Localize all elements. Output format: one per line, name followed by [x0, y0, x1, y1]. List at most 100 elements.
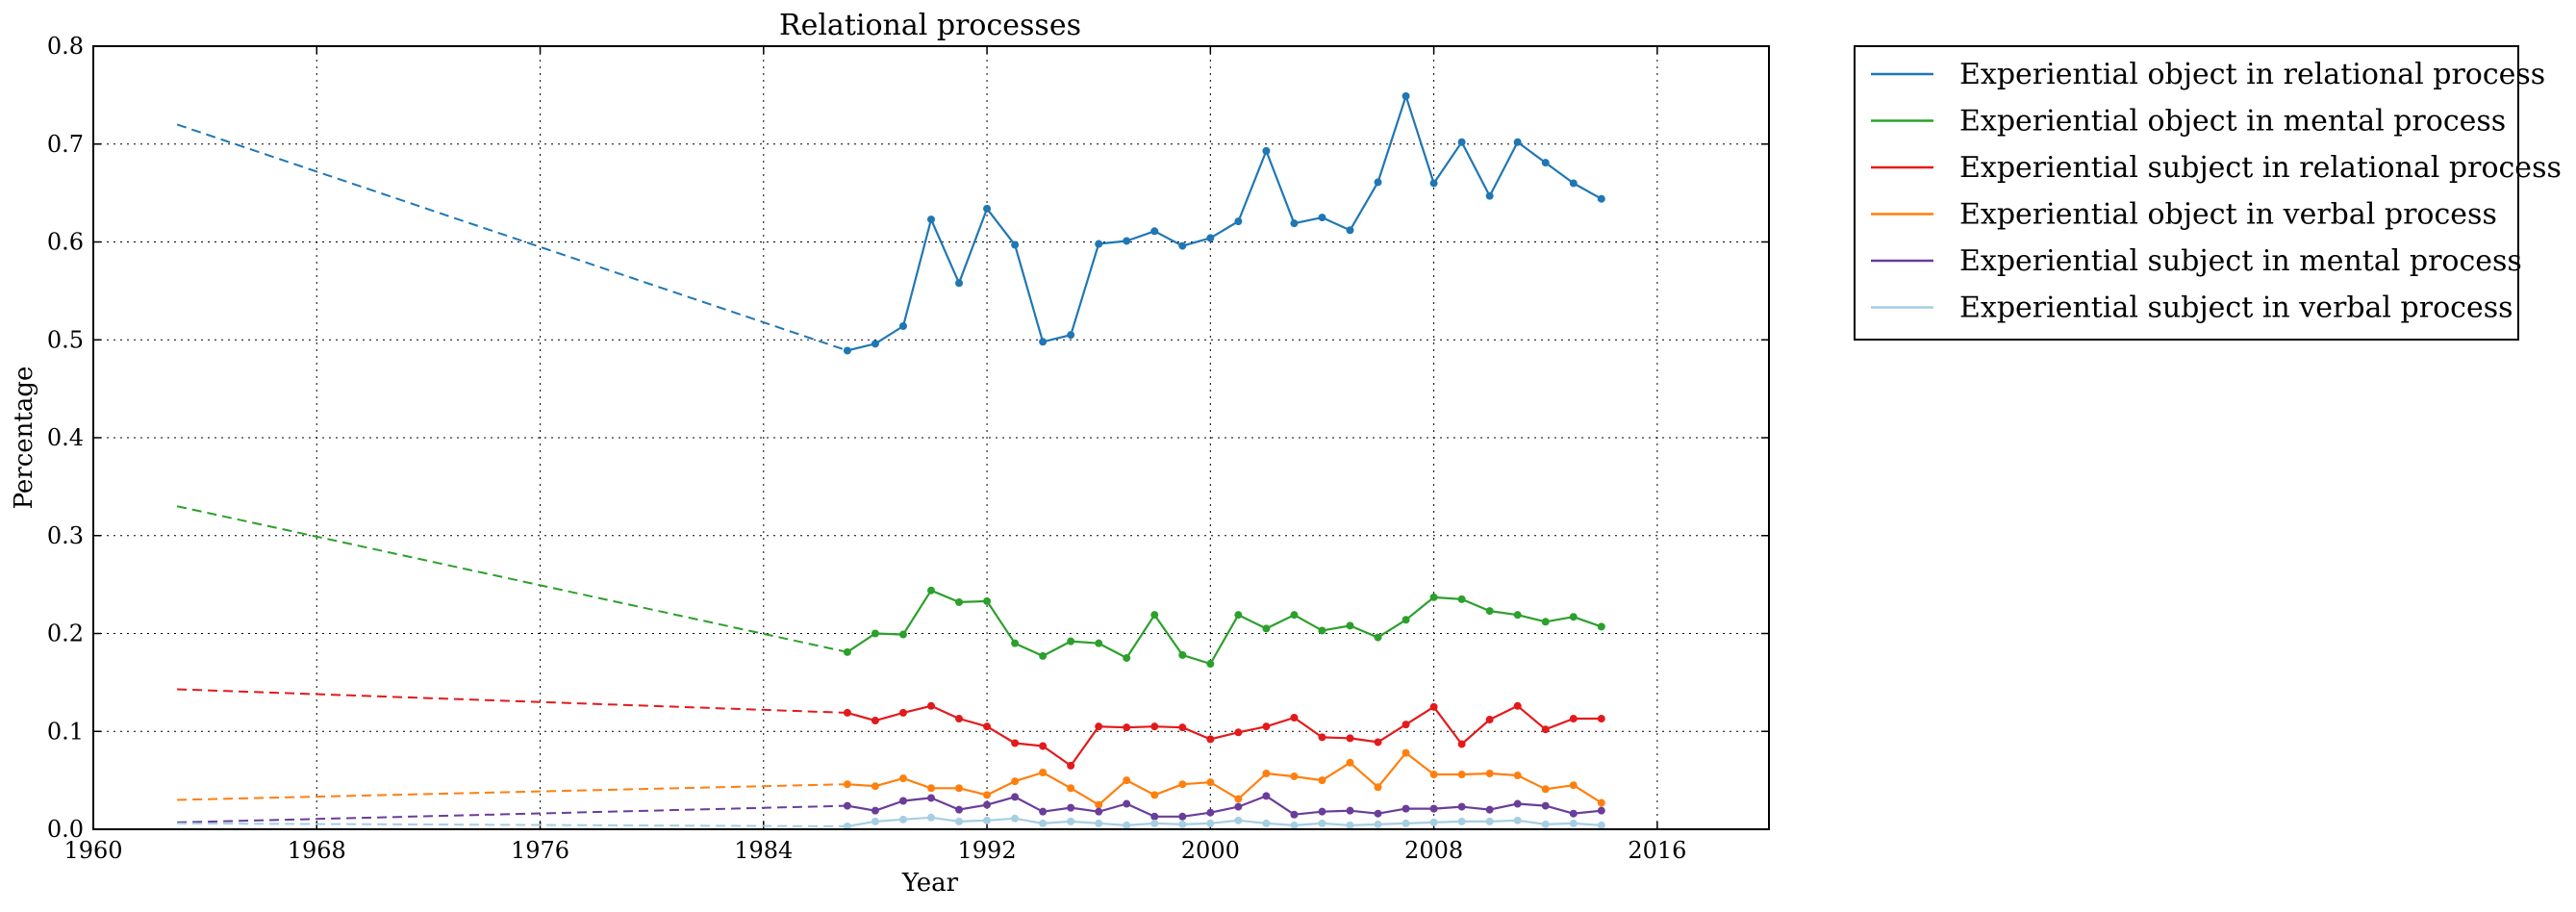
data-point [1346, 806, 1354, 815]
y-tick-label: 0.5 [47, 326, 84, 353]
y-tick-label: 0.8 [47, 33, 84, 60]
data-point [1290, 714, 1299, 722]
series-group [177, 688, 1605, 770]
data-point [1234, 728, 1243, 737]
y-tick-label: 0.7 [47, 131, 84, 158]
data-point [1262, 624, 1271, 633]
data-point [1039, 742, 1048, 750]
series-group [176, 505, 1605, 669]
legend-item: Experiential object in relational proces… [1871, 58, 2545, 91]
y-tick-label: 0.0 [47, 816, 84, 843]
data-point [871, 817, 879, 825]
data-point [1290, 810, 1299, 819]
data-point [1095, 800, 1103, 809]
data-point [1039, 768, 1048, 776]
data-point [955, 805, 964, 814]
data-point [1457, 138, 1466, 146]
data-point [1541, 785, 1550, 794]
data-point [1402, 748, 1410, 757]
data-point [1597, 715, 1605, 723]
data-point [1206, 660, 1215, 669]
data-point [1374, 633, 1382, 642]
data-point [1095, 639, 1103, 647]
data-point [955, 817, 964, 825]
data-point [898, 630, 907, 639]
data-point [1318, 626, 1326, 635]
data-point [1569, 179, 1578, 188]
data-point [898, 797, 907, 805]
series-trend-line [177, 688, 847, 714]
series-trend-line [176, 123, 848, 352]
data-point [1011, 739, 1020, 747]
data-point [955, 784, 964, 793]
data-point [1039, 807, 1048, 816]
data-point [1402, 91, 1410, 100]
data-point [1374, 783, 1382, 792]
data-point [1290, 821, 1299, 829]
data-point [1011, 241, 1020, 249]
data-point [898, 708, 907, 717]
x-tick-label: 2016 [1628, 837, 1686, 864]
data-point [1067, 803, 1075, 812]
data-point [843, 346, 851, 355]
data-point [843, 647, 851, 656]
legend-label: Experiential object in relational proces… [1959, 58, 2545, 91]
data-point [927, 586, 935, 595]
y-axis-ticks: 0.0 0.1 0.2 0.3 0.4 0.5 0.6 0.7 0.8 [47, 33, 1769, 843]
data-point [1011, 777, 1020, 786]
data-point [1429, 771, 1438, 779]
data-point [1095, 807, 1103, 816]
series-group [177, 748, 1605, 809]
series-group [177, 813, 1605, 830]
data-point [1457, 740, 1466, 748]
data-point [1123, 776, 1131, 785]
data-point [1429, 593, 1438, 601]
plot-area-frame [92, 45, 1770, 830]
data-point [1067, 331, 1075, 340]
data-point [1150, 812, 1159, 821]
data-point [1011, 814, 1020, 823]
legend-label: Experiential subject in mental process [1959, 244, 2522, 278]
data-point [1485, 770, 1494, 778]
data-point [1346, 621, 1354, 630]
data-point [1597, 806, 1605, 815]
data-point [1402, 819, 1410, 827]
data-point [1457, 802, 1466, 811]
data-point [927, 813, 935, 822]
data-point [1150, 611, 1159, 620]
x-tick-label: 1968 [288, 837, 346, 864]
data-point [1569, 715, 1578, 723]
data-point [1206, 778, 1215, 787]
data-point [1206, 808, 1215, 817]
data-point [1513, 611, 1522, 620]
data-point [1374, 809, 1382, 818]
data-point [1234, 816, 1243, 824]
data-point [1429, 804, 1438, 813]
data-point [1178, 650, 1187, 659]
data-point [1513, 138, 1522, 146]
data-point [1485, 716, 1494, 724]
data-point [1095, 819, 1103, 827]
data-point [1457, 595, 1466, 603]
x-tick-label: 1976 [511, 837, 569, 864]
data-point [983, 816, 992, 824]
data-point [983, 204, 992, 213]
data-point [1597, 622, 1605, 631]
data-point [1597, 798, 1605, 807]
x-axis-title: Year [901, 869, 959, 898]
series-line [846, 704, 1602, 768]
data-point [1374, 738, 1382, 747]
data-point [1541, 820, 1550, 828]
data-point [843, 780, 851, 789]
x-tick-label: 1992 [958, 837, 1017, 864]
x-tick-label: 1960 [63, 837, 122, 864]
data-point [983, 596, 992, 605]
chart-title: Relational processes [779, 9, 1081, 42]
data-point [1485, 817, 1494, 825]
data-point [983, 722, 992, 731]
data-point [1011, 793, 1020, 801]
x-tick-label: 2000 [1181, 837, 1240, 864]
data-point [1346, 734, 1354, 743]
data-point [1123, 237, 1131, 245]
data-point [927, 794, 935, 802]
